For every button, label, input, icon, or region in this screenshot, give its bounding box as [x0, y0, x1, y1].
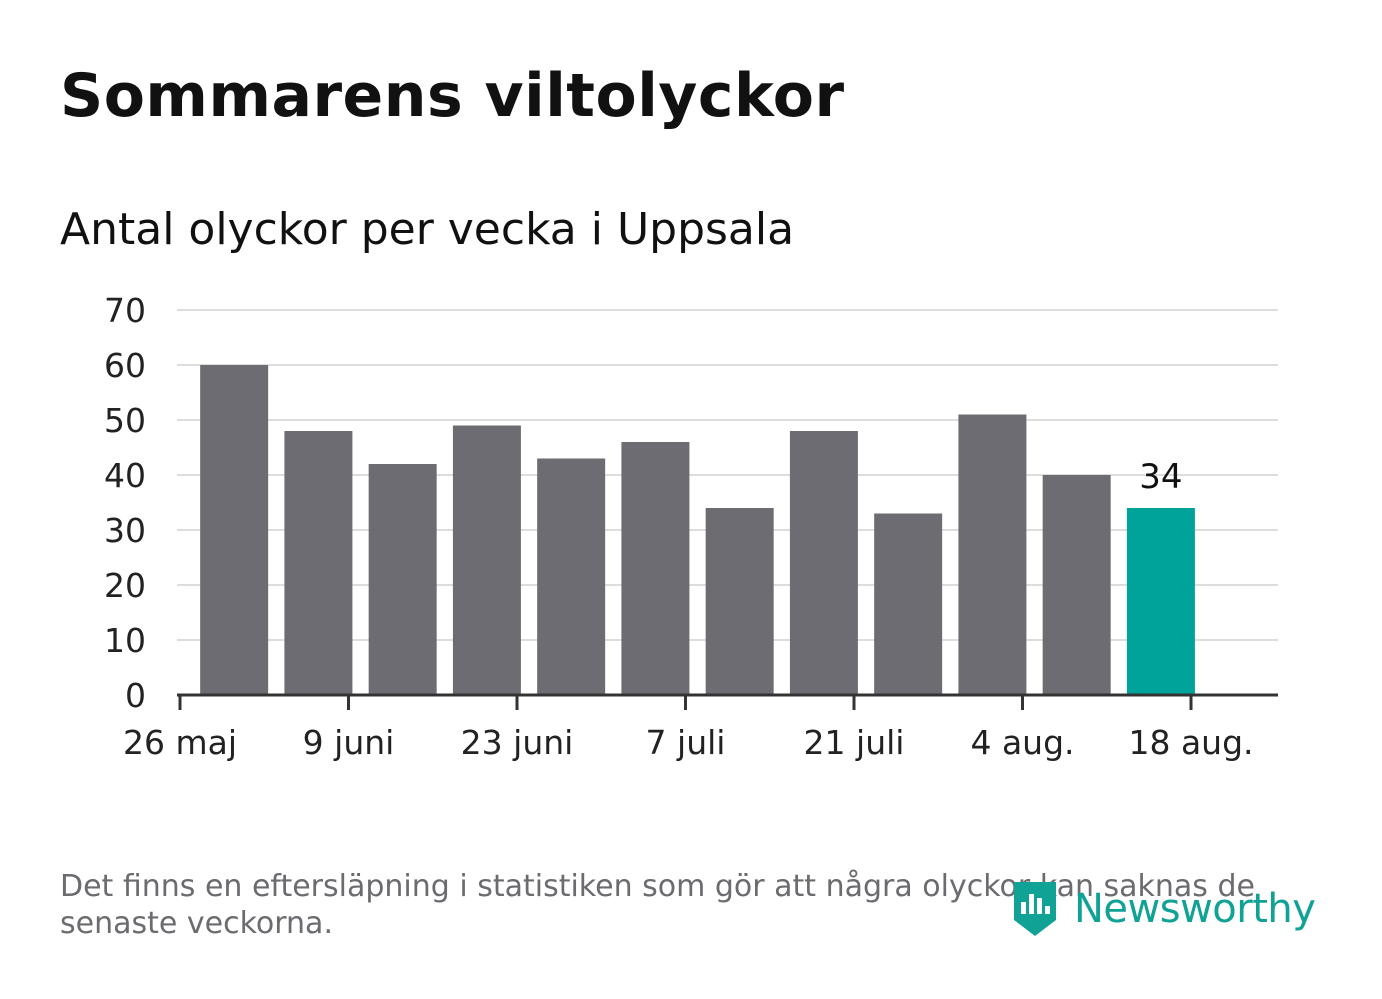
data-labels: 34	[1139, 457, 1182, 497]
bar	[284, 431, 353, 695]
chart-title: Sommarens viltolyckor	[60, 61, 845, 131]
x-tick-label: 21 juli	[804, 723, 905, 762]
y-tick-label: 30	[104, 511, 146, 550]
bar	[958, 414, 1027, 695]
x-tick-label: 23 juni	[461, 723, 574, 762]
newsworthy-logo-icon	[1014, 882, 1056, 936]
y-axis-labels: 0 10 20 30 40 50 60 70	[104, 291, 146, 715]
y-tick-label: 10	[104, 621, 146, 660]
bars	[200, 365, 1195, 695]
bar	[1126, 508, 1195, 695]
bar	[789, 431, 858, 695]
y-tick-label: 0	[125, 676, 146, 715]
x-axis: 26 maj 9 juni 23 juni 7 juli 21 juli 4 aug. 18…	[123, 693, 1278, 762]
chart-subtitle: Antal olyckor per vecka i Uppsala	[60, 204, 795, 255]
x-tick-label: 26 maj	[123, 723, 237, 762]
bar	[1042, 475, 1111, 695]
y-tick-label: 40	[104, 456, 146, 495]
y-tick-label: 50	[104, 401, 146, 440]
y-tick-label: 70	[104, 291, 146, 330]
x-tick-label: 4 aug.	[970, 723, 1074, 762]
bar	[368, 464, 437, 695]
data-label: 34	[1139, 457, 1182, 497]
x-tick-label: 7 juli	[646, 723, 726, 762]
bar	[452, 425, 521, 695]
brand-name: Newsworthy	[1074, 886, 1316, 932]
brand-logo: Newsworthy	[1010, 876, 1316, 942]
bar	[200, 365, 269, 695]
bar	[874, 513, 943, 695]
x-tick-label: 9 juni	[303, 723, 395, 762]
bar	[705, 508, 774, 695]
bar	[621, 442, 690, 695]
bar	[537, 458, 606, 695]
y-tick-label: 60	[104, 346, 146, 385]
y-tick-label: 20	[104, 566, 146, 605]
x-tick-label: 18 aug.	[1128, 723, 1253, 762]
